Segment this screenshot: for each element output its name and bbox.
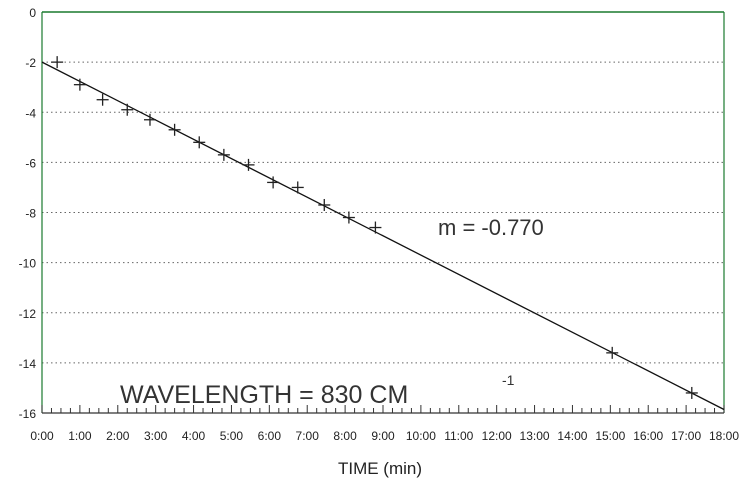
fit-line-group bbox=[41, 61, 725, 411]
y-tick-label: -2 bbox=[25, 56, 36, 70]
data-point bbox=[291, 181, 304, 194]
y-axis: 0 -2 -4 -6 -8 -10 -12 -14 -16 bbox=[19, 6, 725, 421]
y-tick-label: -16 bbox=[19, 407, 37, 421]
data-point bbox=[318, 198, 331, 211]
x-tick-label: 15:00 bbox=[595, 429, 625, 443]
x-tick-label: 17:00 bbox=[671, 429, 701, 443]
data-point bbox=[73, 78, 86, 91]
data-point bbox=[96, 93, 109, 106]
x-tick-label: 8:00 bbox=[333, 429, 357, 443]
x-tick-label: 4:00 bbox=[182, 429, 206, 443]
data-point bbox=[242, 158, 255, 171]
x-axis-title: TIME (min) bbox=[338, 459, 422, 478]
data-point bbox=[121, 103, 134, 116]
data-point bbox=[51, 56, 64, 69]
data-point bbox=[193, 136, 206, 149]
data-point bbox=[267, 176, 280, 189]
x-tick-label: 7:00 bbox=[296, 429, 320, 443]
x-axis: 0:00 1:00 2:00 3:00 4:00 5:00 6:00 7:00 8:00 9:00… bbox=[30, 405, 739, 443]
x-tick-label: 12:00 bbox=[482, 429, 512, 443]
data-point bbox=[369, 221, 382, 234]
fit-line bbox=[41, 61, 725, 411]
wavelength-superscript: -1 bbox=[502, 372, 515, 388]
grid-lines bbox=[42, 61, 724, 364]
slope-annotation: m = -0.770 bbox=[438, 215, 544, 240]
y-tick-label: -14 bbox=[19, 357, 37, 371]
data-point bbox=[606, 346, 619, 359]
x-tick-label: 9:00 bbox=[371, 429, 395, 443]
x-tick-label: 2:00 bbox=[106, 429, 130, 443]
x-tick-label: 14:00 bbox=[557, 429, 587, 443]
y-tick-label: -10 bbox=[19, 257, 37, 271]
data-point bbox=[168, 123, 181, 136]
x-tick-label: 16:00 bbox=[633, 429, 663, 443]
wavelength-annotation: WAVELENGTH = 830 CM bbox=[120, 381, 408, 409]
data-point bbox=[685, 386, 698, 399]
y-tick-label: 0 bbox=[29, 6, 36, 20]
y-tick-label: -4 bbox=[25, 106, 36, 120]
y-tick-label: -8 bbox=[25, 207, 36, 221]
data-point bbox=[217, 148, 230, 161]
data-point bbox=[342, 211, 355, 224]
data-point bbox=[143, 113, 156, 126]
x-tick-label: 10:00 bbox=[406, 429, 436, 443]
x-tick-label: 0:00 bbox=[30, 429, 54, 443]
x-tick-label: 13:00 bbox=[520, 429, 550, 443]
x-tick-label: 18:00 bbox=[709, 429, 739, 443]
data-markers bbox=[51, 56, 698, 399]
y-tick-label: -6 bbox=[25, 156, 36, 170]
x-tick-label: 11:00 bbox=[444, 429, 473, 443]
x-tick-label: 3:00 bbox=[144, 429, 168, 443]
x-tick-label: 1:00 bbox=[68, 429, 92, 443]
x-tick-label: 5:00 bbox=[220, 429, 244, 443]
y-tick-label: -12 bbox=[19, 307, 37, 321]
x-tick-label: 6:00 bbox=[258, 429, 282, 443]
